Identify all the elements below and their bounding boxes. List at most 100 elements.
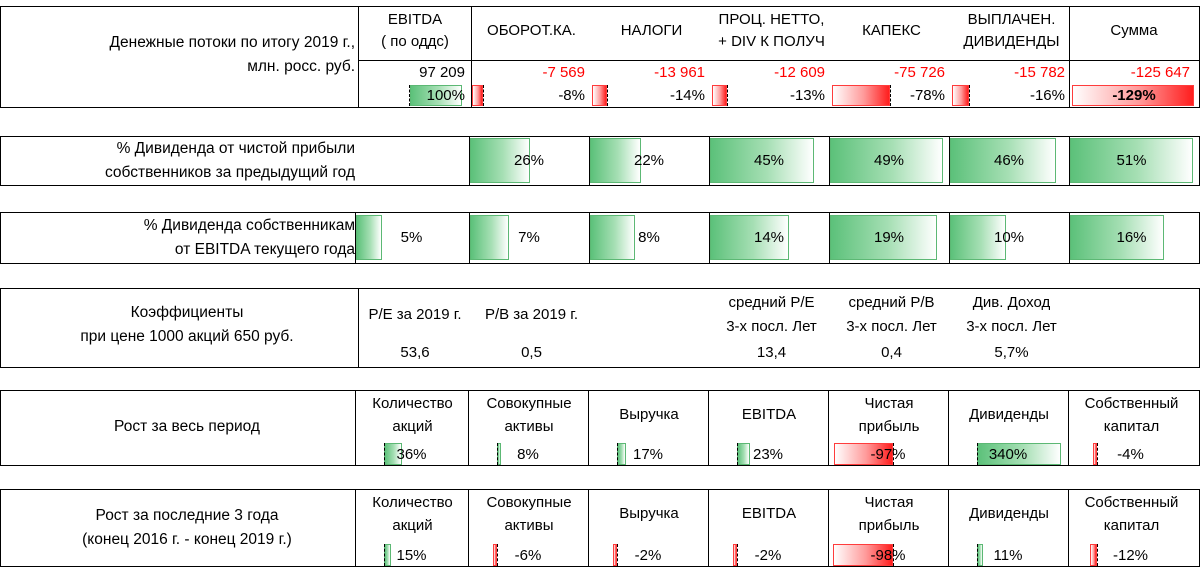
ratio-header: средний P/B 3-х посл. Лет [832, 291, 951, 339]
cashflow-value: -12 609 [774, 64, 825, 81]
growth-3y-header-line2: акций [392, 517, 433, 534]
ratio-header: Див. Доход 3-х посл. Лет [952, 291, 1071, 339]
ratios-label-line2: при цене 1000 акций 650 руб. [80, 328, 294, 345]
divider [829, 213, 830, 263]
growth-total-header-line2: активы [504, 418, 554, 435]
div-ebitda-value: 5% [400, 229, 423, 246]
cashflow-header-line2: ( по оддс) [381, 33, 449, 50]
div-ebitda-label-line1: % Дивиденда собственникам [143, 217, 355, 234]
growth-3y-cell: -2% [709, 544, 827, 566]
growth-3y-bar [493, 544, 497, 566]
growth-total-header-line1: Количество [372, 395, 453, 412]
div-net-profit-cell: 26% [470, 138, 588, 183]
bar-axis [1097, 443, 1098, 465]
ratios-label-line1: Коэффициенты [130, 304, 244, 321]
cashflow-percent: -8% [558, 87, 585, 104]
cashflow-percent-bar [410, 85, 462, 106]
growth-3y-cell: -12% [1069, 544, 1192, 566]
growth-3y-header-line2: капитал [1103, 517, 1160, 534]
growth-total-cell: 17% [589, 443, 707, 465]
cashflow-label: Денежные потоки по итогу 2019 г., млн. р… [1, 31, 355, 79]
div-net-profit-value: 22% [633, 152, 665, 169]
divider [1069, 137, 1070, 185]
div-net-profit-bar [830, 138, 944, 183]
cashflow-header: НАЛОГИ [592, 20, 711, 42]
growth-total-header: Дивиденды [949, 403, 1069, 426]
growth-3y-header-line1: Собственный [1084, 494, 1179, 511]
div-net-profit-cell: 51% [1070, 138, 1193, 183]
cashflow-header: Сумма [1072, 20, 1196, 42]
div-net-profit-value: 26% [513, 152, 545, 169]
growth-3y-label-line2: (конец 2016 г. - конец 2019 г.) [82, 531, 292, 548]
growth-3y-cell: 11% [949, 544, 1067, 566]
growth-total-header-line1: Чистая [864, 395, 914, 412]
divider [1069, 213, 1070, 263]
cashflow-label-line2: млн. росс. руб. [247, 58, 355, 75]
cashflow-header-line1: EBITDA [387, 11, 443, 28]
divider [709, 213, 710, 263]
div-ebitda-cell: 16% [1070, 215, 1193, 260]
bar-axis [409, 85, 410, 106]
growth-3y-cell: -2% [589, 544, 707, 566]
growth-3y-header-line1: Выручка [619, 505, 679, 522]
cashflow-header: ВЫПЛАЧЕН. ДИВИДЕНДЫ [952, 9, 1071, 53]
growth-total-header: Совокупные активы [469, 392, 589, 438]
growth-total-value: 8% [517, 445, 539, 463]
growth-total-bar [833, 443, 893, 465]
cashflow-percent: -78% [909, 87, 945, 104]
growth-3y-header: Собственный капитал [1069, 491, 1194, 537]
ratio-value: 53,6 [400, 344, 430, 361]
growth-3y-header: Количество акций [356, 491, 469, 537]
div-net-profit-cell: 22% [590, 138, 708, 183]
cashflow-percent: 100% [426, 87, 465, 104]
ratio-value: 13,4 [756, 344, 787, 361]
div-net-profit-value: 49% [873, 152, 905, 169]
divider [708, 391, 709, 465]
ratio-header: P/B за 2019 г. [472, 303, 591, 327]
cashflow-percent-bar [1072, 85, 1194, 106]
cashflow-percent-cell: -8% [472, 85, 591, 106]
growth-3y-header-line2: активы [504, 517, 554, 534]
growth-total-header-line1: Совокупные [486, 395, 572, 412]
cashflow-percent-cell: -14% [592, 85, 711, 106]
growth-total-value: -97% [870, 445, 906, 463]
growth-total-bar [1093, 443, 1097, 465]
growth-total-label: Рост за весь период [114, 418, 260, 435]
bar-axis [384, 443, 385, 465]
growth-total-cell: -97% [829, 443, 947, 465]
ratio-header-line2: 3-х посл. Лет [846, 318, 937, 335]
div-net-profit-cell: 49% [830, 138, 948, 183]
growth-3y-bar [1089, 544, 1097, 566]
divider [588, 391, 589, 465]
div-net-profit-label: % Дивиденда от чистой прибыли собственни… [1, 137, 355, 185]
divider [949, 137, 950, 185]
growth-3y-header-line1: EBITDA [741, 505, 797, 522]
cashflow-value: -7 569 [542, 64, 585, 81]
div-ebitda-value: 7% [518, 229, 540, 246]
growth-total-header-line1: Выручка [619, 406, 679, 423]
bar-axis [890, 85, 891, 106]
div-net-profit-value: 45% [753, 152, 785, 169]
growth-total-cell: 36% [356, 443, 467, 465]
cashflow-percent-bar [472, 85, 484, 106]
ratio-header-line1: средний P/B [848, 294, 935, 311]
div-ebitda-bar [590, 215, 635, 260]
ratio-header-line1: средний P/E [728, 294, 815, 311]
cashflow-percent-bar [712, 85, 727, 106]
growth-total-value: -4% [1117, 445, 1144, 463]
cashflow-section: Денежные потоки по итогу 2019 г., млн. р… [0, 6, 1200, 108]
growth-total-header-line2: прибыль [858, 418, 920, 435]
cashflow-percent: -13% [789, 87, 825, 104]
divider [358, 289, 359, 367]
growth-3y-value: -2% [634, 546, 662, 564]
bar-axis [737, 544, 738, 566]
ratio-value: 5,7% [994, 344, 1029, 361]
divider [589, 137, 590, 185]
bar-axis [737, 443, 738, 465]
div-net-profit-bar [710, 138, 815, 183]
divider [709, 137, 710, 185]
div-ebitda-bar [356, 215, 383, 260]
cashflow-header-line1: ОБОРОТ.КА. [487, 22, 576, 39]
cashflow-header: КАПЕКС [832, 20, 951, 42]
div-ebitda-label: % Дивиденда собственникам от EBITDA теку… [1, 214, 355, 262]
